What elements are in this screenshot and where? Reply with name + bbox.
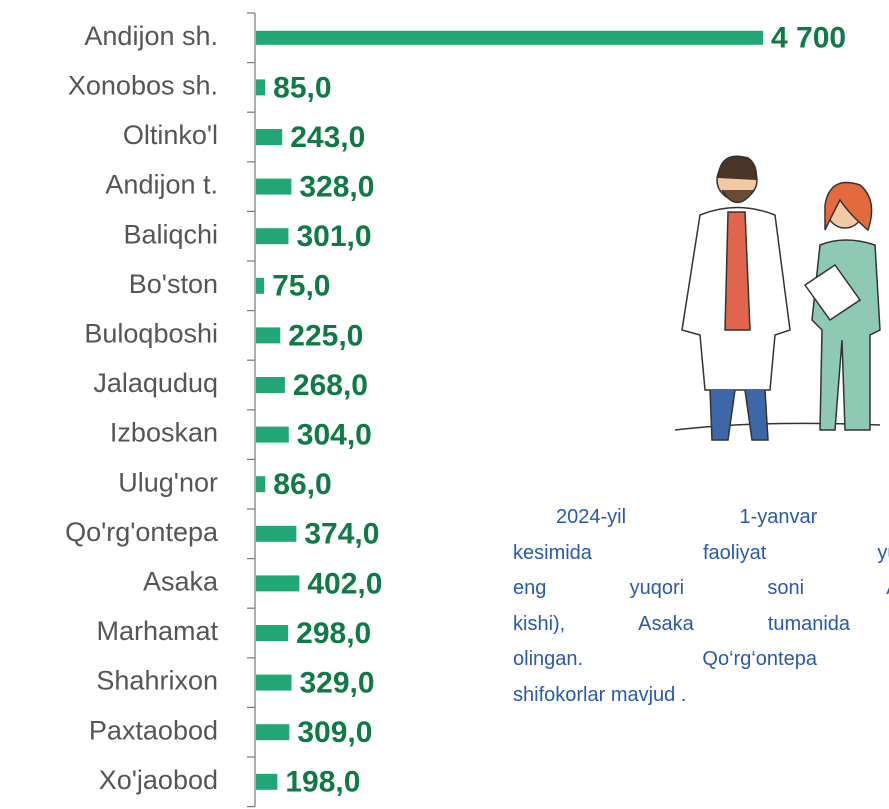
- value-label: 4 700: [771, 22, 846, 55]
- value-label: 85,0: [273, 71, 331, 104]
- category-label: Andijon sh.: [84, 21, 218, 51]
- category-label: Baliqchi: [123, 219, 218, 249]
- annotation-line: kesimida faoliyat yuritayot: [513, 536, 889, 572]
- bar: [256, 675, 291, 691]
- category-label: Buloqboshi: [84, 319, 218, 349]
- annotation-line: kishi), Asaka tumanida (40: [513, 607, 889, 643]
- category-label: Paxtaobod: [89, 715, 218, 745]
- bar: [256, 526, 296, 542]
- bar: [256, 179, 291, 195]
- category-label: Xo'jaobod: [99, 765, 218, 795]
- value-label: 298,0: [296, 617, 371, 650]
- bar: [256, 31, 763, 45]
- category-label: Izboskan: [110, 418, 218, 448]
- value-label: 268,0: [293, 369, 368, 402]
- value-label: 86,0: [273, 468, 331, 501]
- value-label: 374,0: [304, 518, 379, 551]
- value-label: 304,0: [297, 419, 372, 452]
- bar: [256, 724, 289, 740]
- category-label: Jalaquduq: [93, 368, 218, 398]
- category-label: Qo'rg'ontepa: [65, 517, 219, 547]
- value-label: 309,0: [297, 716, 372, 749]
- category-label: Bo'ston: [129, 269, 218, 299]
- bar: [256, 278, 264, 294]
- bar: [256, 377, 285, 393]
- category-label: Shahrixon: [96, 666, 218, 696]
- value-label: 301,0: [296, 220, 371, 253]
- category-label: Oltinko'l: [123, 120, 218, 150]
- bar: [256, 129, 282, 145]
- category-label: Marhamat: [96, 616, 218, 646]
- value-label: 402,0: [307, 567, 382, 600]
- bar: [256, 575, 299, 591]
- value-label: 328,0: [299, 171, 374, 204]
- bar: [256, 625, 288, 641]
- category-label: Xonobos sh.: [68, 71, 218, 101]
- annotation: 2024-yil 1-yanvar hokesimida faoliyat yu…: [513, 500, 889, 713]
- annotation-line: shifokorlar mavjud .: [513, 678, 889, 714]
- value-label: 225,0: [288, 319, 363, 352]
- illustration: [675, 156, 880, 440]
- bar: [256, 228, 288, 244]
- bar: [256, 476, 265, 492]
- value-label: 75,0: [272, 270, 330, 303]
- category-label: Andijon t.: [105, 170, 218, 200]
- page: Andijon sh. 4 700 Xonobos sh. 85,0 Oltinko'l…: [0, 0, 889, 809]
- bar: [256, 427, 289, 443]
- annotation-line: olingan. Qo‘rg‘ontepa tu: [513, 642, 889, 678]
- annotation-line: 2024-yil 1-yanvar ho: [513, 500, 889, 536]
- value-label: 329,0: [299, 667, 374, 700]
- category-label: Ulug'nor: [118, 467, 218, 497]
- bar: [256, 774, 277, 790]
- value-label: 198,0: [285, 766, 360, 799]
- value-label: 243,0: [290, 121, 365, 154]
- annotation-line: eng yuqori soni Andijon: [513, 571, 889, 607]
- bar: [256, 79, 265, 95]
- category-label: Asaka: [143, 567, 219, 597]
- bar: [256, 327, 280, 343]
